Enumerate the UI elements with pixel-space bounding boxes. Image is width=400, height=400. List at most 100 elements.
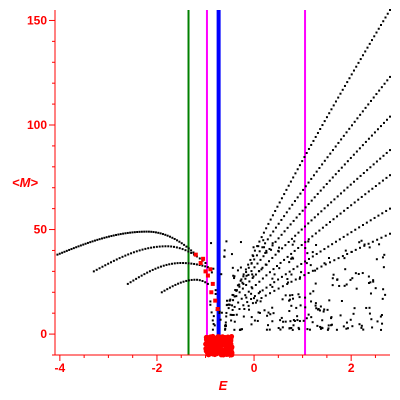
scatter-point xyxy=(210,311,213,314)
curve-7-point xyxy=(235,295,238,298)
curve-6-point xyxy=(382,121,385,124)
scatter-point xyxy=(369,281,372,284)
curve-5-point xyxy=(375,93,378,96)
curve-4-point xyxy=(262,231,265,234)
curve-6-point xyxy=(289,223,292,226)
vertical-reference-lines xyxy=(187,10,307,355)
curve-9-point xyxy=(307,257,310,260)
scatter-point xyxy=(224,327,227,330)
curve-2-point xyxy=(151,268,154,271)
curve-1-point xyxy=(158,245,161,248)
curve-5-point xyxy=(329,152,332,155)
scatter-point xyxy=(231,308,234,311)
scatter-point xyxy=(231,266,234,269)
curve-0-point xyxy=(77,245,80,248)
curve-8-point xyxy=(254,283,257,286)
red-point xyxy=(208,267,213,272)
scatter-point xyxy=(210,242,213,245)
curve-7-point xyxy=(307,222,310,225)
scatter-point xyxy=(225,240,228,243)
curve-5-point xyxy=(312,174,315,177)
scatter-point xyxy=(277,326,280,329)
curve-5-point xyxy=(359,113,362,116)
scatter-point xyxy=(314,269,317,272)
scatter-point xyxy=(322,310,325,313)
curve-8-point xyxy=(336,215,339,218)
scatter-point xyxy=(268,328,271,331)
curve-8-point xyxy=(279,261,282,264)
curve-2-point xyxy=(132,279,135,282)
scatter-point xyxy=(381,256,384,259)
curve-10-point xyxy=(290,280,293,283)
curve-9-point xyxy=(242,304,245,307)
curve-1-point xyxy=(135,250,138,253)
scatter-point xyxy=(231,304,234,307)
curve-3-point xyxy=(198,279,201,282)
curve-5-point xyxy=(380,86,383,89)
curve-10-point xyxy=(316,267,319,270)
scatter-point xyxy=(360,326,363,329)
x-tick-label: 0 xyxy=(251,361,258,375)
scatter-point xyxy=(298,328,301,331)
curve-6-point xyxy=(277,237,280,240)
red-point xyxy=(215,307,220,311)
scatter-point xyxy=(271,277,274,280)
curve-1-point xyxy=(150,246,153,249)
curve-4-point xyxy=(305,151,308,154)
curve-2-point xyxy=(168,263,171,266)
scatter-point xyxy=(305,262,308,265)
curve-1-point xyxy=(173,245,176,248)
black-data-points xyxy=(56,9,391,331)
scatter-point xyxy=(227,307,230,310)
scatter-point xyxy=(290,304,293,307)
scatter-point xyxy=(241,328,244,331)
curve-0-point xyxy=(119,233,122,236)
curve-0-point xyxy=(129,231,132,234)
curve-7-point xyxy=(389,149,391,152)
curve-4-point xyxy=(310,143,313,146)
scatter-point xyxy=(331,277,334,280)
curve-0-point xyxy=(178,240,181,243)
scatter-point xyxy=(212,322,215,325)
curve-9-point xyxy=(385,209,388,212)
curve-0-point xyxy=(190,249,193,252)
scatter-point xyxy=(331,284,334,287)
red-cluster-point xyxy=(215,348,221,354)
scatter-point xyxy=(323,308,326,311)
curve-2-point xyxy=(171,262,174,265)
scatter-point xyxy=(210,271,213,274)
curve-7-point xyxy=(359,174,362,177)
scatter-point xyxy=(281,298,284,301)
curve-7-point xyxy=(323,207,326,210)
curve-4-point xyxy=(314,135,317,138)
curve-4-point xyxy=(319,128,322,131)
curve-6-point xyxy=(376,128,379,131)
curve-8-point xyxy=(233,305,236,308)
curve-1-point xyxy=(115,258,118,261)
curve-0-point xyxy=(63,250,66,253)
curve-5-point xyxy=(234,288,237,291)
curve-9-point xyxy=(331,243,334,246)
curve-4-point xyxy=(323,120,326,123)
scatter-point xyxy=(282,320,285,323)
curve-6-point xyxy=(319,189,322,192)
curve-5-point xyxy=(386,79,389,82)
curve-6-point xyxy=(262,255,265,258)
curve-0-point xyxy=(164,233,167,236)
curve-5-point xyxy=(293,200,296,203)
scatter-point xyxy=(378,243,381,246)
curve-10-point xyxy=(264,294,267,297)
curve-9-point xyxy=(273,281,276,284)
curve-6-point xyxy=(298,213,301,216)
scatter-point xyxy=(265,263,268,266)
curve-6-point xyxy=(389,115,391,118)
scatter-point xyxy=(298,296,301,299)
scatter-point xyxy=(265,249,268,252)
scatter-point xyxy=(239,266,242,269)
curve-8-point xyxy=(300,244,303,247)
curve-8-point xyxy=(350,204,353,207)
curve-3-point xyxy=(206,282,209,285)
curve-0-point xyxy=(131,231,134,234)
curve-9-point xyxy=(265,286,268,289)
